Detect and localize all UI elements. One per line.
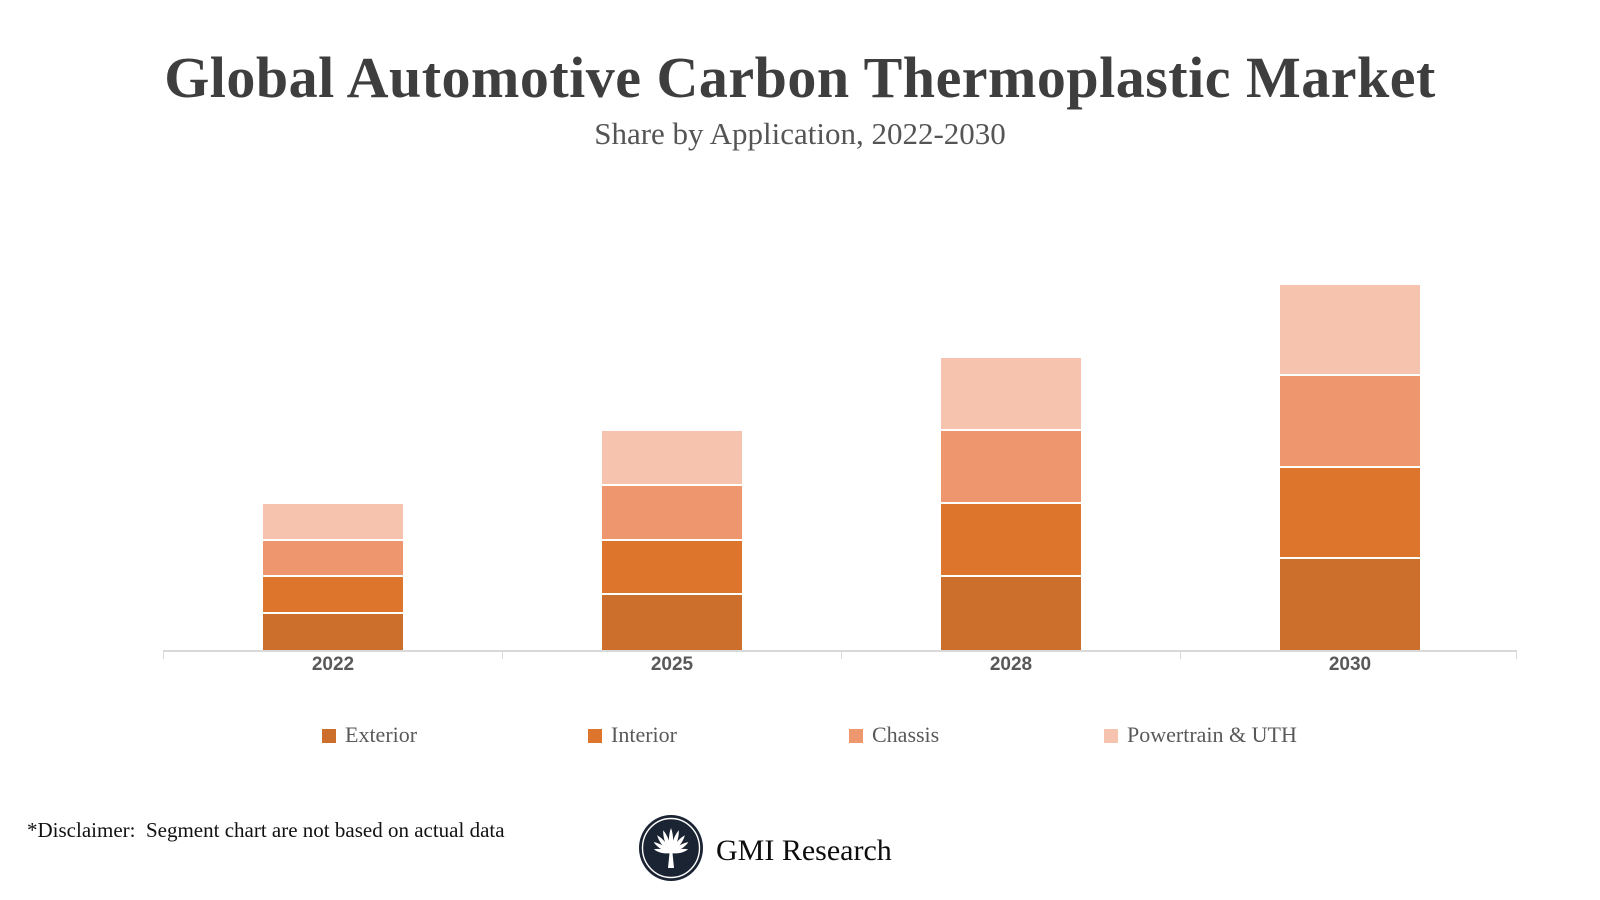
- bar-segment-interior: [602, 540, 742, 596]
- x-axis-line: [163, 650, 1517, 652]
- bar-segment-powertrain-uth: [941, 358, 1081, 431]
- legend-swatch-icon: [322, 729, 336, 743]
- bar-segment-exterior: [263, 613, 403, 650]
- legend-item-exterior: Exterior: [322, 722, 417, 748]
- legend-label: Interior: [611, 722, 677, 747]
- bar-segment-chassis: [602, 485, 742, 541]
- x-axis-label-2022: 2022: [311, 654, 355, 675]
- bar-segment-interior: [263, 577, 403, 614]
- gmi-palm-tree-logo-icon: [638, 814, 704, 887]
- bar-segment-exterior: [1280, 558, 1420, 650]
- legend-item-chassis: Chassis: [849, 722, 939, 748]
- x-axis-tick: [841, 652, 842, 659]
- brand-footer: GMI Research: [638, 814, 892, 887]
- bar-segment-chassis: [941, 431, 1081, 504]
- x-axis-label-2025: 2025: [650, 654, 694, 675]
- legend-swatch-icon: [849, 729, 863, 743]
- legend-label: Powertrain & UTH: [1127, 722, 1297, 747]
- chart-title: Global Automotive Carbon Thermoplastic M…: [164, 45, 1436, 110]
- bar-segment-exterior: [941, 577, 1081, 650]
- stacked-bar-2022: [263, 504, 403, 650]
- x-axis-label-2028: 2028: [989, 654, 1033, 675]
- legend-item-interior: Interior: [588, 722, 677, 748]
- bar-segment-powertrain-uth: [1280, 285, 1420, 377]
- bar-segment-powertrain-uth: [602, 431, 742, 486]
- x-axis-tick: [1516, 652, 1517, 659]
- bar-segment-chassis: [1280, 376, 1420, 468]
- legend-swatch-icon: [588, 729, 602, 743]
- bar-segment-chassis: [263, 540, 403, 577]
- stacked-bar-2025: [602, 431, 742, 650]
- brand-name: GMI Research: [716, 833, 892, 867]
- chart-subtitle: Share by Application, 2022-2030: [594, 116, 1006, 151]
- x-axis-tick: [163, 652, 164, 659]
- legend-label: Chassis: [872, 722, 940, 747]
- x-axis-label-2030: 2030: [1328, 654, 1372, 675]
- bar-segment-powertrain-uth: [263, 504, 403, 541]
- bar-segment-exterior: [602, 595, 742, 650]
- legend-item-powertrain-uth: Powertrain & UTH: [1104, 722, 1297, 748]
- legend-label: Exterior: [345, 722, 418, 747]
- stacked-bar-2028: [941, 358, 1081, 650]
- x-axis-tick: [502, 652, 503, 659]
- bar-segment-interior: [941, 504, 1081, 577]
- stacked-bar-2030: [1280, 285, 1420, 650]
- legend-swatch-icon: [1104, 729, 1118, 743]
- bar-segment-interior: [1280, 467, 1420, 559]
- disclaimer-text: *Disclaimer: Segment chart are not based…: [27, 818, 505, 842]
- x-axis-tick: [1180, 652, 1181, 659]
